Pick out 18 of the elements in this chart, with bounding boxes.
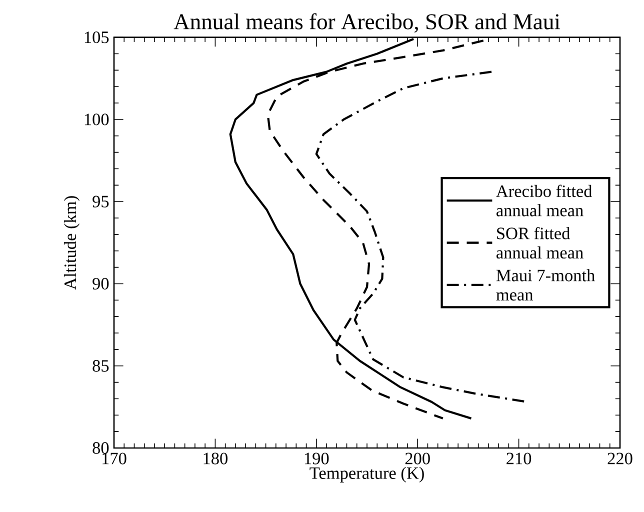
x-tick-label: 190 xyxy=(304,452,329,464)
x-axis-title: Temperature (K) xyxy=(310,466,424,482)
y-tick-label: 85 xyxy=(92,360,109,372)
chart-title: Annual means for Arecibo, SOR and Maui xyxy=(174,13,560,33)
legend-label: Arecibo fitted annual mean xyxy=(496,184,592,216)
y-tick-label: 80 xyxy=(92,442,109,454)
x-tick-label: 170 xyxy=(102,452,126,464)
y-tick-label: 95 xyxy=(92,196,109,208)
x-tick-label: 210 xyxy=(506,452,532,464)
y-tick-label: 100 xyxy=(84,114,109,126)
y-axis-title: Altitude (km) xyxy=(64,196,80,290)
x-tick-label: 180 xyxy=(204,452,228,464)
x-tick-label: 220 xyxy=(608,452,632,464)
x-tick-label: 200 xyxy=(405,452,430,464)
y-tick-label: 90 xyxy=(92,278,109,290)
legend-label: Maui 7-month mean xyxy=(496,269,595,301)
legend-label: SOR fitted annual mean xyxy=(496,226,584,259)
y-tick-label: 105 xyxy=(84,32,109,44)
